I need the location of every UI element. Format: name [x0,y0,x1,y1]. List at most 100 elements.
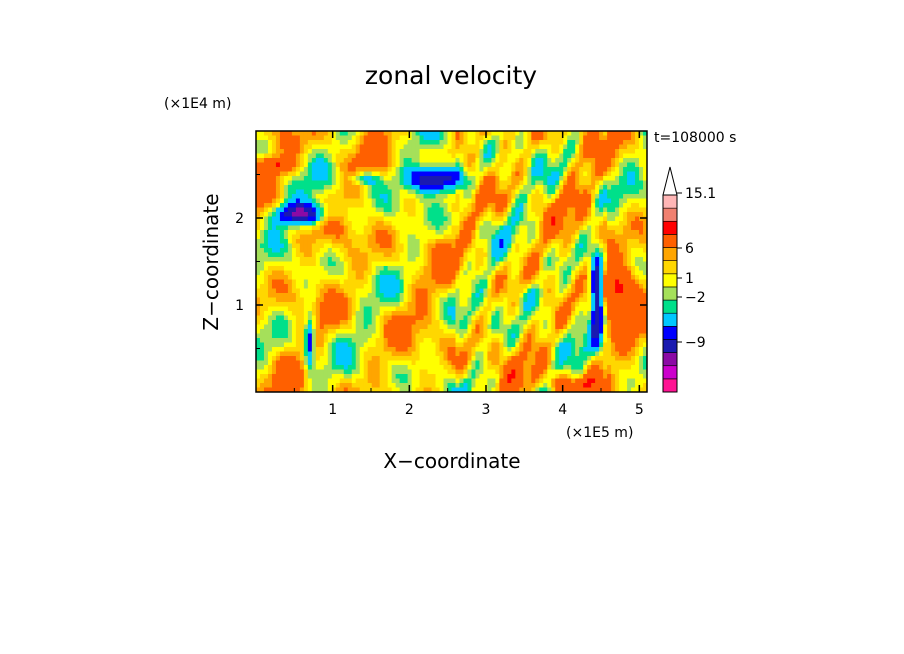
heatmap-cell [315,180,321,186]
heatmap-cell [455,324,461,330]
heatmap-cell [431,162,437,168]
heatmap-cell [503,288,508,294]
heatmap-cell [379,266,385,272]
heatmap-cell [279,356,285,362]
heatmap-cell [387,311,393,317]
heatmap-cell [395,216,401,222]
heatmap-cell [639,288,644,294]
heatmap-cell [595,221,600,227]
heatmap-cell [267,356,273,362]
heatmap-cell [307,176,313,182]
heatmap-cell [587,324,592,330]
heatmap-cell [535,221,540,227]
heatmap-cell [291,324,297,330]
heatmap-cell [451,329,457,335]
heatmap-cell [307,257,313,263]
heatmap-cell [559,176,564,182]
heatmap-cell [431,279,437,285]
heatmap-cell [471,266,477,272]
heatmap-cell [395,302,401,308]
heatmap-cell [379,167,385,173]
heatmap-cell [511,306,516,312]
heatmap-cell [579,180,584,186]
heatmap-cell [279,275,285,281]
heatmap-cell [379,189,385,195]
heatmap-cell [475,252,481,258]
heatmap-cell [619,185,624,191]
heatmap-cell [575,248,580,254]
heatmap-cell [291,320,297,326]
heatmap-cell [355,261,361,267]
heatmap-cell [319,329,325,335]
heatmap-cell [435,243,441,249]
heatmap-cell [547,207,552,213]
heatmap-cell [555,140,560,146]
heatmap-cell [591,171,596,177]
heatmap-cell [635,347,640,353]
heatmap-cell [359,203,365,209]
heatmap-cell [535,275,540,281]
heatmap-cell [535,342,540,348]
heatmap-cell [423,212,429,218]
heatmap-cell [455,257,461,263]
heatmap-cell [339,302,345,308]
heatmap-cell [559,297,564,303]
heatmap-cell [267,135,273,141]
heatmap-cell [495,324,500,330]
heatmap-cell [591,261,596,267]
heatmap-cell [443,144,449,150]
heatmap-cell [599,347,604,353]
heatmap-cell [295,162,301,168]
heatmap-cell [299,275,305,281]
heatmap-cell [467,261,473,267]
heatmap-cell [619,347,624,353]
heatmap-cell [547,338,552,344]
heatmap-cell [567,266,572,272]
heatmap-cell [515,342,520,348]
heatmap-cell [395,194,401,200]
heatmap-cell [387,266,393,272]
heatmap-cell [607,144,612,150]
heatmap-cell [591,212,596,218]
heatmap-cell [335,261,341,267]
heatmap-cell [287,297,293,303]
heatmap-cell [411,198,417,204]
heatmap-cell [591,347,596,353]
heatmap-cell [311,176,317,182]
heatmap-cell [503,135,508,141]
heatmap-cell [415,198,421,204]
heatmap-cell [307,252,313,258]
heatmap-cell [455,194,461,200]
heatmap-cell [351,180,357,186]
heatmap-cell [431,149,437,155]
heatmap-cell [579,153,584,159]
heatmap-cell [555,315,560,321]
heatmap-cell [451,261,457,267]
heatmap-cell [271,207,277,213]
heatmap-cell [327,198,333,204]
heatmap-cell [335,135,341,141]
heatmap-cell [559,239,564,245]
heatmap-cell [503,306,508,312]
heatmap-cell [319,356,325,362]
heatmap-cell [603,153,608,159]
heatmap-cell [627,194,632,200]
heatmap-cell [379,342,385,348]
heatmap-cell [279,347,285,353]
heatmap-cell [483,153,489,159]
heatmap-cell [355,203,361,209]
heatmap-cell [419,351,425,357]
heatmap-cell [587,135,592,141]
heatmap-cell [587,230,592,236]
heatmap-cell [459,270,465,276]
heatmap-cell [279,315,285,321]
heatmap-cell [419,320,425,326]
heatmap-cell [495,216,500,222]
heatmap-cell [543,302,548,308]
heatmap-cell [491,144,496,150]
heatmap-cell [311,347,317,353]
heatmap-cell [487,279,492,285]
heatmap-cell [291,153,297,159]
heatmap-cell [399,302,405,308]
heatmap-cell [351,207,357,213]
